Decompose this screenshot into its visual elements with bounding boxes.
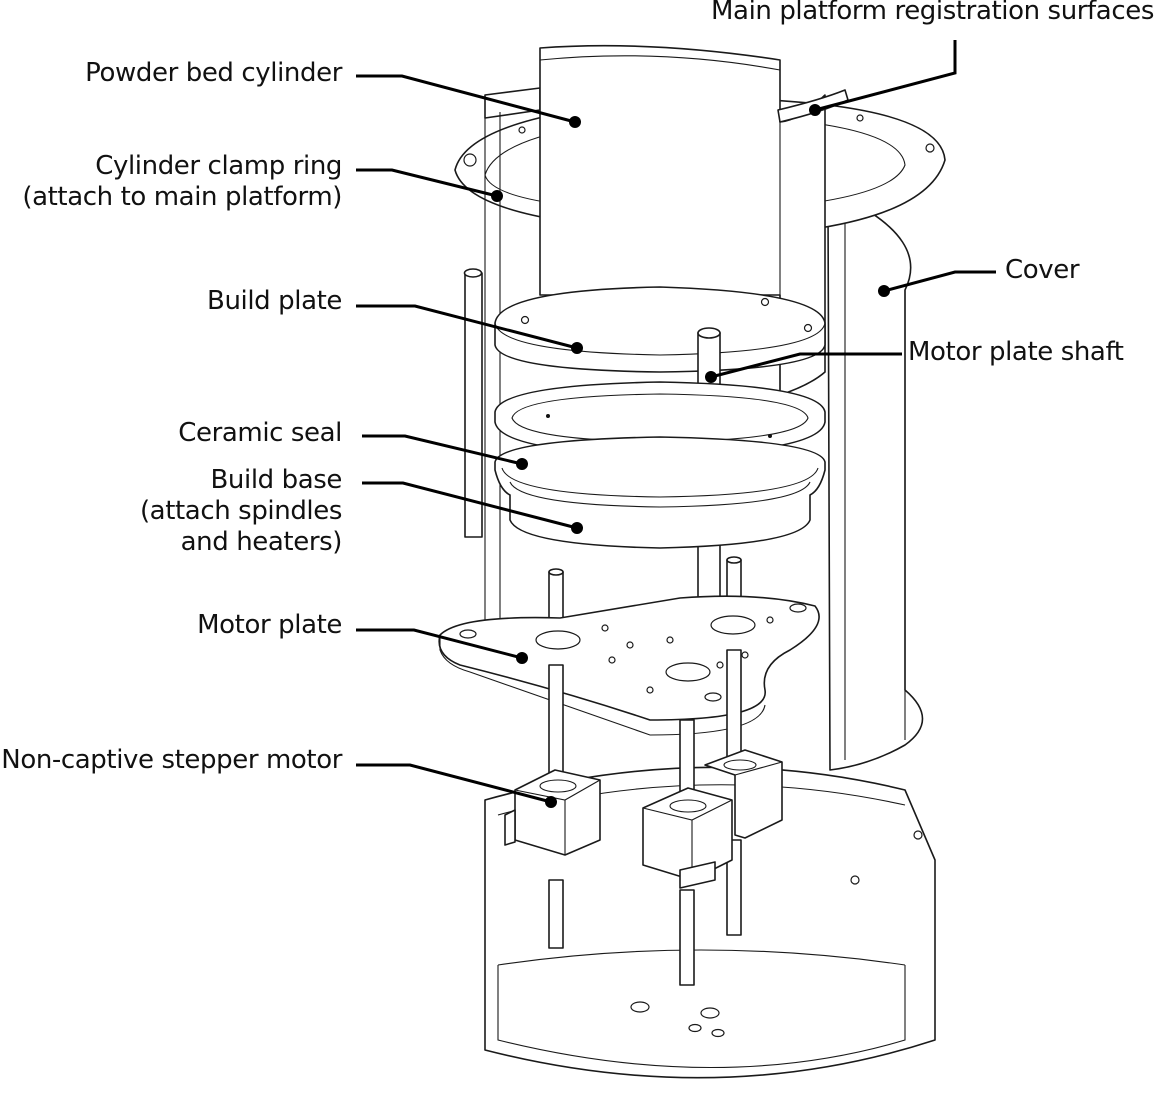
build-base: [494, 436, 826, 549]
label-text: Motor plate shaft: [908, 337, 1124, 367]
label-text-line-1: Cylinder clamp ring: [95, 151, 342, 181]
label-text-line-2: (attach spindles: [139, 496, 342, 527]
label-text: Motor plate: [197, 610, 342, 640]
label-cover: Cover: [1005, 255, 1080, 286]
label-motor-plate-shaft: Motor plate shaft: [908, 337, 1124, 368]
motor-plate: [438, 595, 820, 736]
cover: [827, 197, 924, 771]
label-build-base: Build base (attach spindles and heaters): [140, 465, 342, 559]
label-stepper-motor: Non-captive stepper motor: [1, 745, 342, 776]
label-text: Non-captive stepper motor: [1, 745, 342, 775]
lower-housing: [484, 766, 936, 1079]
label-text: Cover: [1005, 255, 1080, 285]
label-text: Powder bed cylinder: [85, 58, 342, 88]
label-text-line-2: (attach to main platform): [22, 182, 342, 213]
label-text-line-1: Build base: [210, 465, 342, 495]
label-registration-surfaces: Main platform registration surfaces: [711, 0, 1154, 27]
label-build-plate: Build plate: [207, 286, 342, 317]
stepper-motors: [504, 749, 783, 889]
support-rod: [463, 268, 483, 538]
label-powder-bed-cylinder: Powder bed cylinder: [85, 58, 342, 89]
label-text: Main platform registration surfaces: [711, 0, 1154, 26]
label-text: Build plate: [207, 286, 342, 316]
label-motor-plate: Motor plate: [197, 610, 342, 641]
label-text-line-3: and heaters): [180, 527, 343, 558]
label-text: Ceramic seal: [178, 418, 342, 448]
label-cylinder-clamp-ring: Cylinder clamp ring (attach to main plat…: [22, 151, 342, 213]
leader-lines: [356, 40, 996, 808]
label-ceramic-seal: Ceramic seal: [178, 418, 342, 449]
